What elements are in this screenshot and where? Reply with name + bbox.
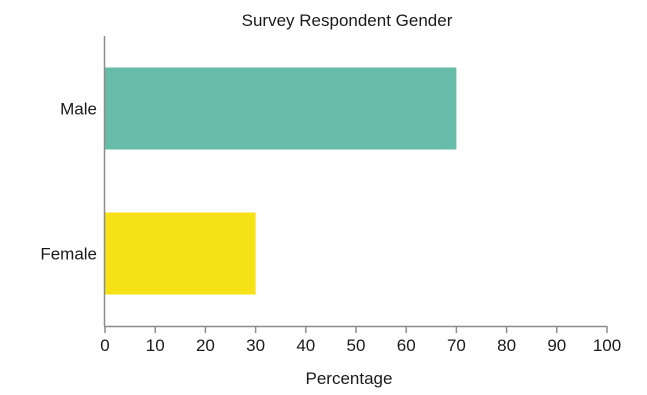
x-tick-label-0: 0 — [100, 336, 109, 355]
bar-male — [105, 67, 457, 150]
x-tick-label-60: 60 — [397, 336, 416, 355]
chart-title: Survey Respondent Gender — [242, 11, 453, 30]
bar-female — [105, 212, 256, 295]
x-axis-title: Percentage — [306, 369, 393, 388]
x-tick-label-50: 50 — [347, 336, 366, 355]
x-tick-label-100: 100 — [593, 336, 621, 355]
category-label-male: Male — [60, 100, 97, 119]
bars-layer — [105, 67, 457, 295]
labels-layer: Male Female — [40, 100, 97, 264]
x-tick-label-90: 90 — [547, 336, 566, 355]
x-tick-label-10: 10 — [146, 336, 165, 355]
ticks-layer: 0 10 20 30 40 50 60 70 80 90 100 — [100, 326, 621, 355]
x-tick-label-30: 30 — [246, 336, 265, 355]
x-tick-label-70: 70 — [447, 336, 466, 355]
x-tick-label-40: 40 — [296, 336, 315, 355]
x-tick-label-20: 20 — [196, 336, 215, 355]
category-label-female: Female — [40, 245, 97, 264]
x-tick-label-80: 80 — [497, 336, 516, 355]
